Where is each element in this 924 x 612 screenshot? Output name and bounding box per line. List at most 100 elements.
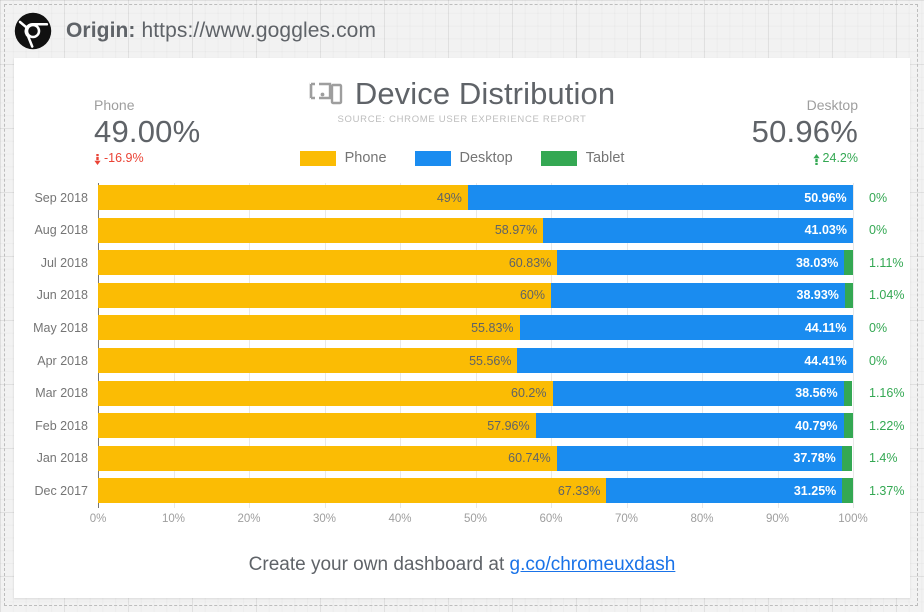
bar-value-label: 37.78% (793, 451, 836, 466)
gridline (475, 183, 477, 508)
gridline (551, 183, 552, 508)
legend-item-tablet[interactable]: Tablet (540, 150, 624, 166)
x-axis-tick: 10% (161, 513, 186, 525)
arrow-up-icon (812, 153, 820, 165)
bar-segment-desktop[interactable]: 38.93% (551, 282, 845, 308)
stat-desktop-delta-text: 24.2% (822, 151, 858, 166)
bar-segment-desktop[interactable]: 50.96% (467, 185, 853, 210)
bar-value-label: 49% (436, 190, 462, 205)
x-axis-tick: 50% (463, 513, 488, 525)
bar-value-label: 55.83% (471, 320, 514, 335)
tablet-value-label: 1.04% (869, 288, 905, 303)
legend-swatch-tablet-icon (540, 150, 577, 166)
chart-header: Device Distribution SOURCE: CHROME USER … (14, 78, 910, 125)
bar-value-label: 60.2% (511, 386, 547, 401)
bar-segment-phone[interactable]: 67.33% (98, 478, 607, 504)
x-axis-tick: 60% (539, 513, 563, 525)
y-axis-label: Feb 2018 (35, 418, 88, 433)
legend-swatch-desktop-icon (414, 150, 451, 166)
legend-label: Phone (344, 150, 387, 166)
bar-segment-desktop[interactable]: 38.03% (557, 250, 845, 276)
page-title: Device Distribution (354, 76, 616, 111)
chart-area: Sep 2018 49% 50.96% 0% Aug 2018 58.97% 41.03% 0… (14, 183, 910, 543)
y-axis-label: Jan 2018 (36, 451, 88, 466)
gridline (98, 183, 99, 508)
bar-segment-desktop[interactable]: 44.41% (517, 348, 853, 373)
stat-phone-delta-text: -16.9% (104, 151, 144, 166)
bar-value-label: 60% (519, 288, 545, 303)
stat-desktop: Desktop 50.96% 24.2% (752, 97, 858, 166)
bar-row[interactable]: Jan 2018 60.74% 37.78% 1.4% (37, 445, 898, 471)
bar-value-label: 50.96% (804, 190, 847, 205)
bar-row[interactable]: May 2018 55.83% 44.11% 0% (33, 315, 887, 341)
y-axis-label: Jun 2018 (36, 288, 88, 303)
footer: Create your own dashboard at g.co/chrome… (14, 554, 910, 576)
bar-value-label: 38.56% (795, 386, 838, 401)
x-axis-tick: 90% (765, 513, 790, 525)
gridline (324, 183, 326, 508)
bar-row[interactable]: Apr 2018 55.56% 44.41% 0% (37, 348, 887, 373)
tablet-value-label: 1.37% (869, 483, 905, 498)
bar-segment-desktop[interactable]: 40.79% (535, 413, 844, 439)
bar-segment-tablet[interactable] (842, 478, 853, 504)
bar-value-label: 55.56% (469, 353, 512, 368)
x-axis-tick: 20% (237, 513, 261, 525)
gridline (702, 183, 703, 508)
y-axis-label: Jul 2018 (40, 255, 88, 270)
bar-segment-tablet[interactable] (844, 250, 853, 276)
bar-segment-desktop[interactable]: 44.11% (519, 315, 853, 341)
legend-item-desktop[interactable]: Desktop (414, 150, 513, 166)
bar-value-label: 57.96% (487, 418, 530, 433)
bar-value-label: 38.03% (795, 255, 839, 270)
gridline (777, 183, 779, 508)
bar-value-label: 44.11% (804, 320, 847, 335)
bar-segment-phone[interactable]: 60% (98, 282, 551, 308)
bar-segment-tablet[interactable] (841, 445, 853, 471)
x-axis-tick: 30% (312, 513, 337, 525)
bar-row[interactable]: Feb 2018 57.96% 40.79% 1.22% (35, 413, 904, 439)
device-distribution-card: Device Distribution SOURCE: CHROME USER … (14, 58, 910, 598)
gridline (626, 183, 628, 508)
stat-desktop-label: Desktop (806, 97, 858, 113)
stat-phone-label: Phone (94, 97, 135, 113)
tablet-value-label: 1.22% (869, 418, 905, 433)
bar-row[interactable]: Jun 2018 60% 38.93% 1.04% (37, 282, 904, 308)
stat-phone-delta: -16.9% (94, 151, 200, 166)
bar-segment-desktop[interactable]: 41.03% (543, 217, 853, 243)
bar-segment-tablet[interactable] (844, 282, 853, 308)
y-axis-label: Aug 2018 (34, 223, 88, 238)
bar-segment-phone[interactable]: 55.56% (98, 348, 518, 373)
bar-segment-phone[interactable]: 60.2% (98, 380, 553, 406)
x-axis-tick: 40% (388, 513, 412, 525)
bar-row[interactable]: Sep 2018 49% 50.96% 0% (34, 185, 887, 210)
bar-segment-phone[interactable]: 49% (98, 185, 468, 210)
bar-segment-tablet[interactable] (843, 380, 853, 406)
bar-value-label: 60.74% (508, 451, 551, 466)
bar-segment-phone[interactable]: 58.97% (98, 217, 544, 243)
bar-segment-tablet[interactable] (843, 413, 853, 439)
bar-row[interactable]: Dec 2017 67.33% 31.25% 1.37% (34, 478, 904, 504)
bar-value-label: 58.97% (494, 223, 538, 238)
bar-segment-phone[interactable]: 60.83% (98, 250, 558, 276)
bar-segment-desktop[interactable]: 37.78% (556, 445, 842, 471)
dashboard-link[interactable]: g.co/chromeuxdash (509, 554, 676, 575)
bar-segment-phone[interactable]: 60.74% (98, 445, 557, 471)
stat-phone: Phone 49.00% -16.9% (94, 97, 200, 166)
origin-label: Origin: (66, 19, 136, 42)
legend-item-phone[interactable]: Phone (299, 150, 387, 166)
bar-segment-phone[interactable]: 55.83% (98, 315, 520, 341)
stat-desktop-delta: 24.2% (752, 151, 858, 166)
bar-row[interactable]: Mar 2018 60.2% 38.56% 1.16% (35, 380, 904, 406)
bar-value-label: 31.25% (793, 483, 837, 498)
chart-legend: Phone Desktop Tablet (14, 150, 910, 166)
bar-value-label: 60.83% (508, 255, 552, 270)
bar-segment-desktop[interactable]: 31.25% (606, 478, 843, 504)
bar-row[interactable]: Aug 2018 58.97% 41.03% 0% (34, 217, 887, 243)
bar-row[interactable]: Jul 2018 60.83% 38.03% 1.11% (41, 250, 904, 276)
bar-segment-desktop[interactable]: 38.56% (552, 380, 844, 406)
tablet-value-label: 1.11% (869, 255, 904, 270)
arrow-down-icon (94, 153, 101, 165)
bar-value-label: 44.41% (804, 353, 847, 368)
bar-segment-phone[interactable]: 57.96% (98, 413, 536, 439)
x-axis: 0% 10% 20% 30% 40% 50% 60% 70% 80% 90% 100% (90, 513, 868, 533)
